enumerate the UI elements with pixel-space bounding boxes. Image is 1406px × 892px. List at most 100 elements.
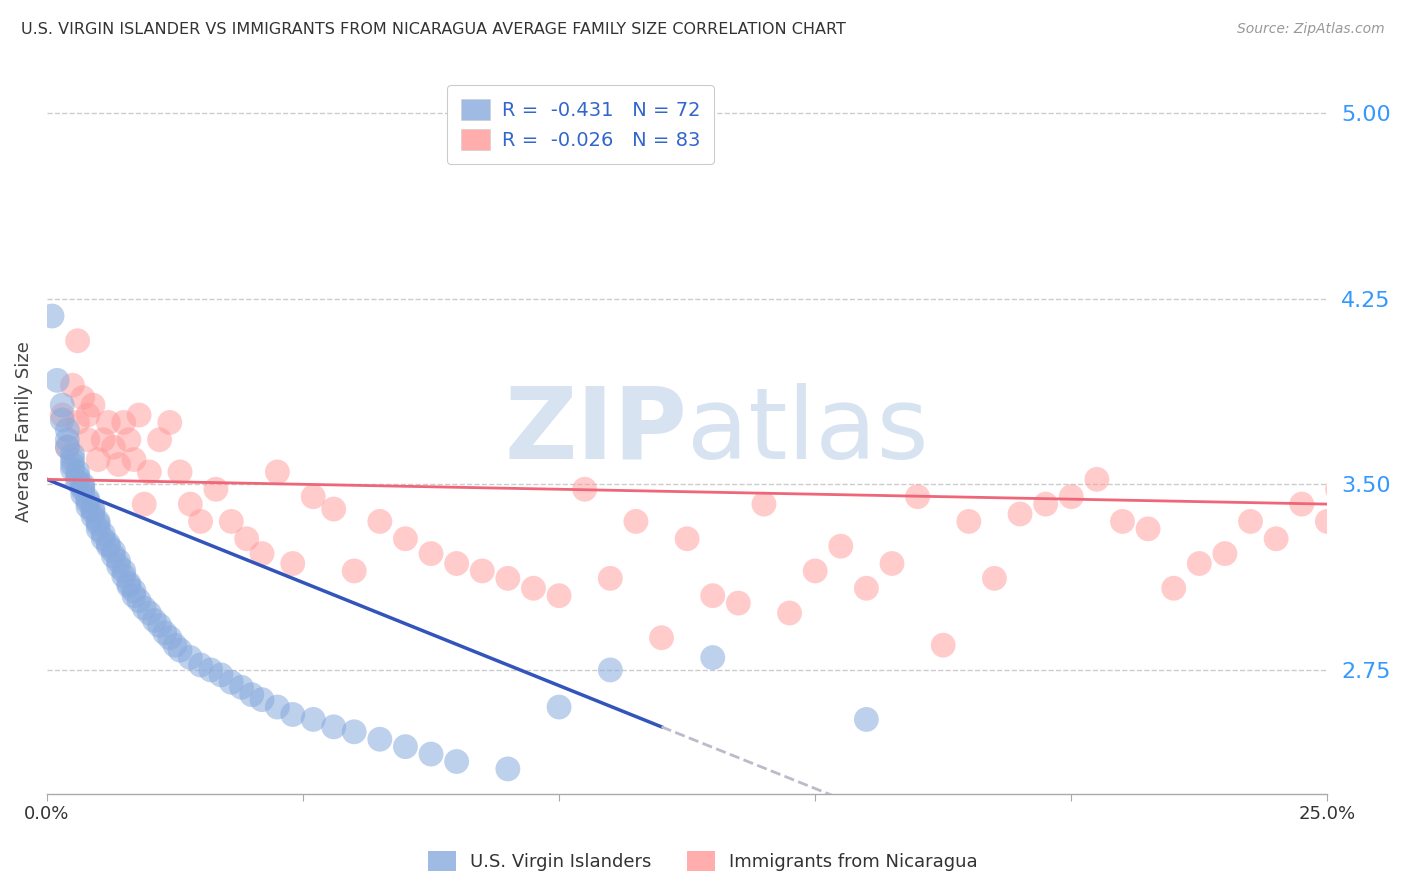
Point bbox=[368, 515, 391, 529]
Point bbox=[1388, 497, 1406, 511]
Point bbox=[1163, 581, 1185, 595]
Point bbox=[302, 490, 325, 504]
Point bbox=[281, 557, 304, 571]
Y-axis label: Average Family Size: Average Family Size bbox=[15, 341, 32, 522]
Point bbox=[62, 452, 84, 467]
Point bbox=[343, 564, 366, 578]
Point bbox=[56, 433, 79, 447]
Point bbox=[281, 707, 304, 722]
Point bbox=[1137, 522, 1160, 536]
Point bbox=[76, 494, 98, 508]
Point bbox=[128, 408, 150, 422]
Legend: U.S. Virgin Islanders, Immigrants from Nicaragua: U.S. Virgin Islanders, Immigrants from N… bbox=[422, 844, 984, 879]
Point bbox=[1378, 507, 1400, 521]
Point bbox=[1035, 497, 1057, 511]
Point bbox=[855, 713, 877, 727]
Point bbox=[1367, 497, 1389, 511]
Point bbox=[1341, 490, 1364, 504]
Point bbox=[209, 668, 232, 682]
Point bbox=[103, 549, 125, 563]
Point bbox=[107, 559, 129, 574]
Point bbox=[51, 413, 73, 427]
Point bbox=[1008, 507, 1031, 521]
Point bbox=[394, 532, 416, 546]
Point bbox=[87, 452, 110, 467]
Point bbox=[56, 440, 79, 454]
Point bbox=[420, 747, 443, 761]
Point bbox=[179, 497, 201, 511]
Point bbox=[205, 482, 228, 496]
Point bbox=[1239, 515, 1261, 529]
Point bbox=[250, 692, 273, 706]
Point bbox=[219, 675, 242, 690]
Point bbox=[702, 589, 724, 603]
Point bbox=[368, 732, 391, 747]
Point bbox=[46, 373, 69, 387]
Point bbox=[107, 458, 129, 472]
Point bbox=[1291, 497, 1313, 511]
Point bbox=[62, 448, 84, 462]
Point bbox=[72, 487, 94, 501]
Point bbox=[471, 564, 494, 578]
Point bbox=[72, 477, 94, 491]
Point bbox=[118, 579, 141, 593]
Point bbox=[240, 688, 263, 702]
Point bbox=[66, 465, 89, 479]
Point bbox=[62, 378, 84, 392]
Point bbox=[1398, 490, 1406, 504]
Point bbox=[112, 564, 135, 578]
Point bbox=[394, 739, 416, 754]
Text: atlas: atlas bbox=[688, 383, 929, 480]
Point bbox=[148, 433, 170, 447]
Point bbox=[420, 547, 443, 561]
Point bbox=[103, 440, 125, 454]
Point bbox=[599, 663, 621, 677]
Point bbox=[446, 755, 468, 769]
Point bbox=[112, 416, 135, 430]
Point bbox=[219, 515, 242, 529]
Point bbox=[830, 539, 852, 553]
Point bbox=[752, 497, 775, 511]
Point bbox=[496, 762, 519, 776]
Point bbox=[343, 724, 366, 739]
Point bbox=[1393, 482, 1406, 496]
Point bbox=[51, 408, 73, 422]
Point bbox=[702, 650, 724, 665]
Point bbox=[250, 547, 273, 561]
Point bbox=[855, 581, 877, 595]
Point bbox=[235, 532, 257, 546]
Point bbox=[87, 515, 110, 529]
Point bbox=[138, 465, 160, 479]
Point bbox=[779, 606, 801, 620]
Point bbox=[62, 458, 84, 472]
Point bbox=[983, 571, 1005, 585]
Point bbox=[163, 638, 186, 652]
Point bbox=[82, 502, 104, 516]
Point bbox=[1188, 557, 1211, 571]
Point bbox=[56, 423, 79, 437]
Point bbox=[76, 492, 98, 507]
Point bbox=[169, 643, 191, 657]
Point bbox=[179, 650, 201, 665]
Point bbox=[599, 571, 621, 585]
Point bbox=[56, 440, 79, 454]
Point bbox=[87, 522, 110, 536]
Point bbox=[82, 509, 104, 524]
Point bbox=[97, 416, 120, 430]
Point bbox=[72, 480, 94, 494]
Point bbox=[548, 700, 571, 714]
Point bbox=[302, 713, 325, 727]
Point bbox=[66, 475, 89, 489]
Point bbox=[190, 657, 212, 672]
Point bbox=[143, 614, 166, 628]
Point bbox=[122, 452, 145, 467]
Legend: R =  -0.431   N = 72, R =  -0.026   N = 83: R = -0.431 N = 72, R = -0.026 N = 83 bbox=[447, 86, 714, 164]
Point bbox=[159, 631, 181, 645]
Point bbox=[76, 408, 98, 422]
Point bbox=[148, 618, 170, 632]
Point bbox=[727, 596, 749, 610]
Point bbox=[134, 601, 156, 615]
Point bbox=[153, 625, 176, 640]
Point bbox=[66, 416, 89, 430]
Point bbox=[128, 593, 150, 607]
